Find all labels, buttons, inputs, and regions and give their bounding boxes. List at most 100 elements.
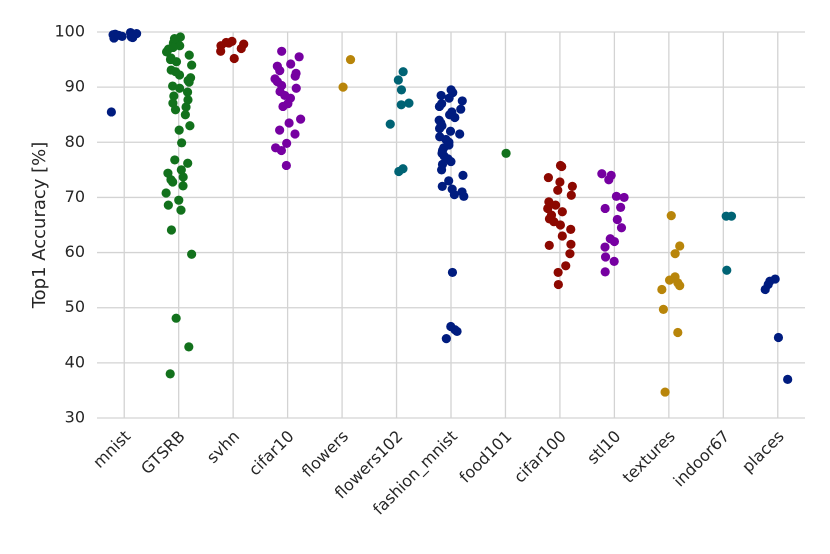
y-tick-label: 70 <box>65 187 85 206</box>
point <box>600 242 610 252</box>
y-tick-label: 40 <box>65 352 85 371</box>
point <box>174 83 185 93</box>
point <box>619 192 629 203</box>
point <box>165 54 176 65</box>
point <box>501 148 511 158</box>
point <box>773 332 784 343</box>
x-tick-label: food101 <box>455 427 515 487</box>
point <box>555 220 566 230</box>
point <box>170 155 180 165</box>
point <box>169 91 179 101</box>
y-tick-label: 90 <box>65 77 85 96</box>
point <box>616 223 627 233</box>
point <box>600 267 610 277</box>
point <box>555 177 565 187</box>
point <box>436 90 446 101</box>
x-tick-label: mnist <box>89 427 134 472</box>
point <box>229 53 239 64</box>
point <box>561 261 571 271</box>
point <box>434 123 445 134</box>
point <box>284 118 294 128</box>
point <box>181 102 191 112</box>
point <box>444 176 454 186</box>
point <box>658 304 669 314</box>
point <box>404 98 414 108</box>
point <box>114 30 124 40</box>
point <box>657 284 667 295</box>
point <box>436 165 447 175</box>
point <box>177 138 187 148</box>
point <box>176 165 186 175</box>
point <box>187 249 197 259</box>
point <box>286 59 296 69</box>
x-tick-label: cifar10 <box>245 427 298 480</box>
point <box>180 110 190 120</box>
point <box>664 275 675 285</box>
point <box>604 175 614 185</box>
point <box>106 107 116 117</box>
point <box>566 239 576 249</box>
point <box>385 119 395 129</box>
point <box>670 249 680 259</box>
point <box>275 66 285 76</box>
point <box>126 32 136 42</box>
point <box>566 190 576 200</box>
x-tick-label: cifar100 <box>510 427 570 487</box>
point <box>447 267 458 278</box>
point <box>444 93 454 103</box>
point <box>275 125 285 135</box>
point <box>445 126 456 136</box>
point <box>174 125 184 135</box>
x-tick-label: stl10 <box>583 427 624 468</box>
y-tick-label: 30 <box>65 408 85 427</box>
point <box>553 279 563 290</box>
point <box>168 42 178 53</box>
point <box>185 121 195 131</box>
point <box>345 54 356 65</box>
x-tick-label: places <box>738 427 788 477</box>
point <box>459 191 469 201</box>
point <box>171 313 181 323</box>
point <box>557 161 567 172</box>
point <box>557 207 567 217</box>
point <box>165 369 175 379</box>
point <box>168 177 178 187</box>
point <box>660 387 670 397</box>
x-tick-label: indoor67 <box>669 427 733 491</box>
point <box>557 231 567 241</box>
point <box>675 281 685 291</box>
point <box>187 60 197 70</box>
point <box>446 156 456 167</box>
point <box>553 185 563 195</box>
y-tick-label: 60 <box>65 242 85 261</box>
point <box>609 256 619 266</box>
point <box>163 200 173 210</box>
point <box>450 112 460 123</box>
point <box>449 190 459 200</box>
y-tick-label: 80 <box>65 132 85 151</box>
point <box>281 160 291 171</box>
point <box>183 95 193 105</box>
y-tick-label: 50 <box>65 297 85 316</box>
point <box>282 138 292 148</box>
point <box>455 129 465 139</box>
point <box>168 81 178 91</box>
point <box>452 326 462 337</box>
point <box>396 100 406 110</box>
point <box>456 104 466 114</box>
point <box>600 203 610 214</box>
point <box>544 240 554 251</box>
point <box>437 181 447 191</box>
point <box>726 211 737 221</box>
point <box>393 75 403 85</box>
point <box>236 43 246 54</box>
point <box>161 188 171 198</box>
point <box>566 224 576 235</box>
point <box>166 225 177 235</box>
point <box>276 145 287 156</box>
point <box>458 170 468 180</box>
point <box>338 82 348 92</box>
point <box>174 195 184 205</box>
point <box>567 181 577 191</box>
